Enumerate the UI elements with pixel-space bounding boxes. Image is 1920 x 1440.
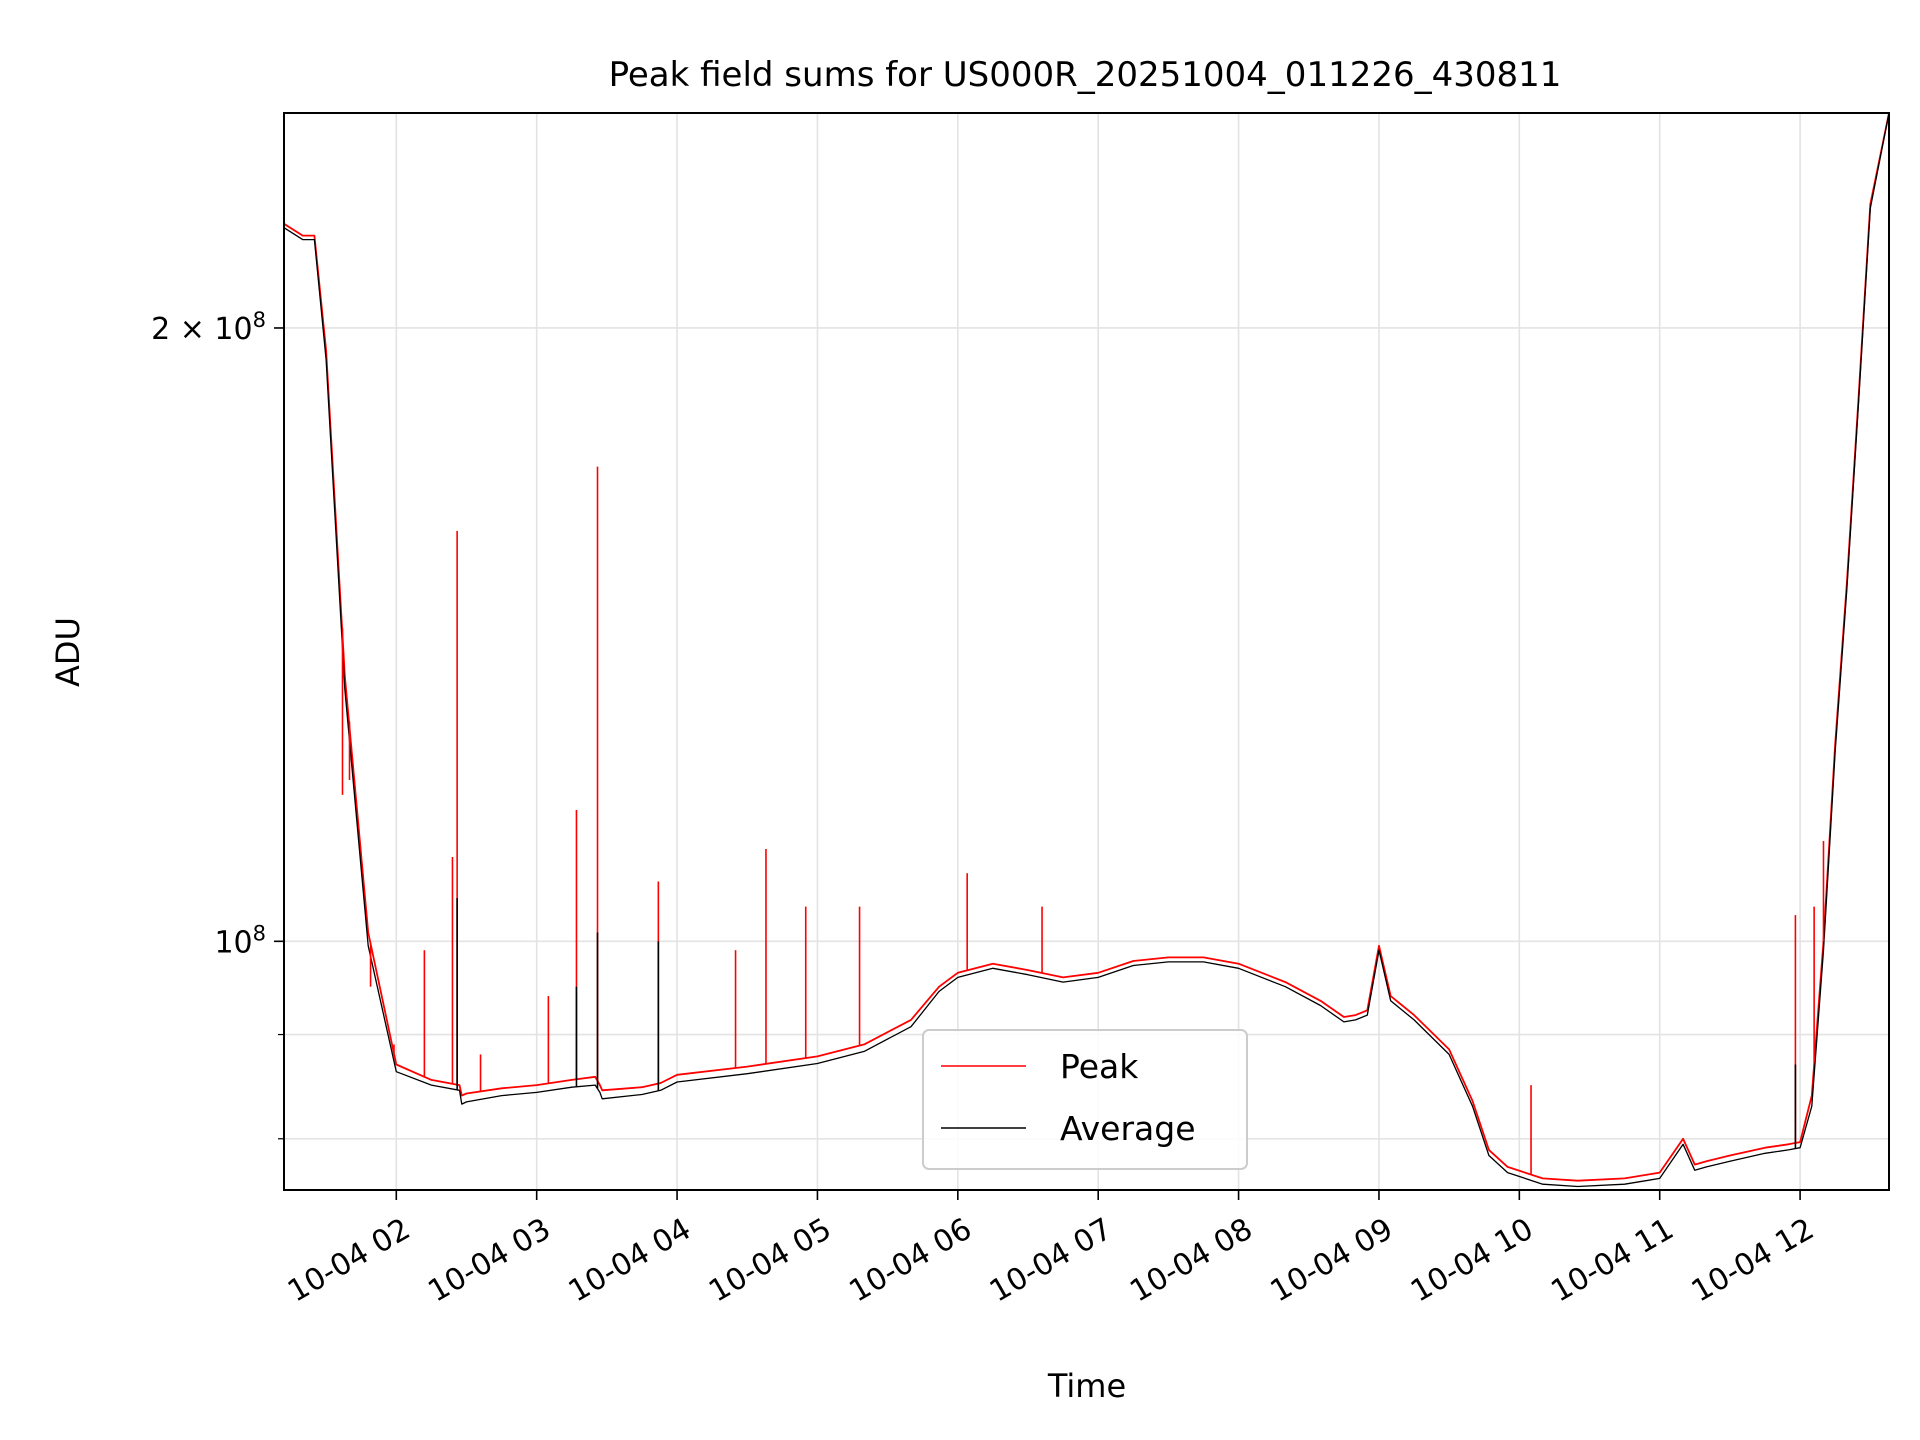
legend-label-average: Average (1060, 1109, 1196, 1148)
y-axis-label: ADU (49, 617, 87, 687)
x-axis-label: Time (1047, 1367, 1126, 1405)
series-line-peak (284, 113, 1889, 1182)
axes-frame (283, 112, 1890, 1191)
y-tick-label: 108 (214, 921, 266, 960)
chart-title: Peak field sums for US000R_20251004_0112… (609, 55, 1562, 95)
legend: Peak Average (922, 1029, 1248, 1170)
series-line-average (284, 113, 1889, 1188)
legend-box (922, 1029, 1248, 1170)
series-layer (284, 113, 1889, 1188)
legend-label-peak: Peak (1060, 1047, 1139, 1086)
y-tick-label: 2 × 108 (151, 308, 266, 347)
